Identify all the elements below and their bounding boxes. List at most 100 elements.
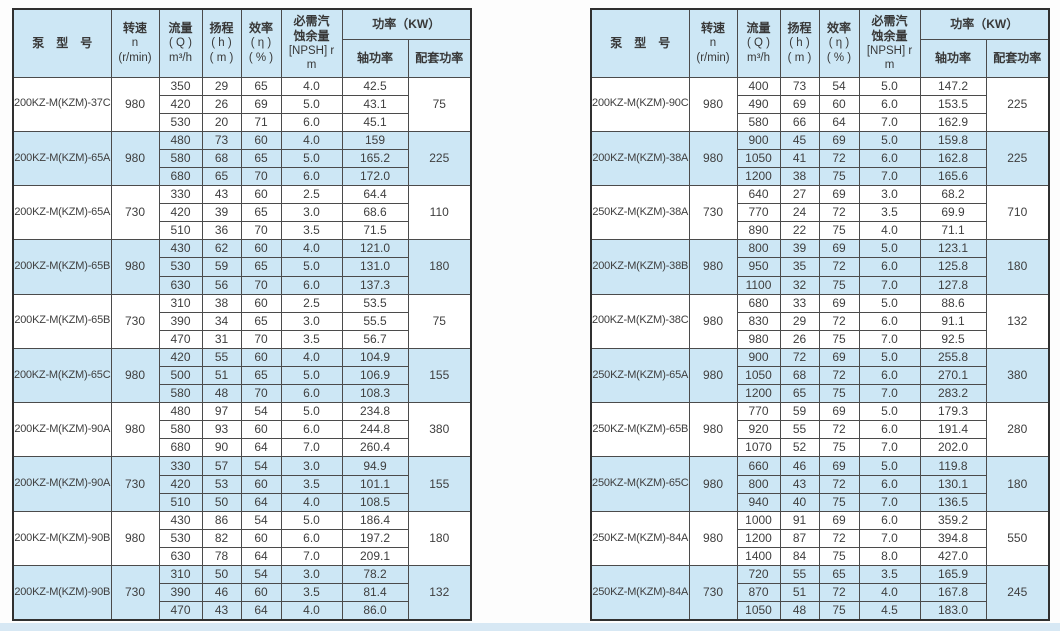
matched-power-cell: 225 (985, 76, 1050, 132)
shaft-power-cell: 159 (341, 130, 409, 150)
head-cell: 91 (779, 510, 820, 530)
efficiency-cell: 54 (240, 402, 282, 422)
flow-cell: 1000 (736, 510, 781, 530)
pump-spec-row: 390 34 65 3.0 55.5 (13, 311, 471, 331)
head-cell: 57 (201, 456, 242, 476)
model-cell: 200KZ-M(KZM)-37C (12, 76, 112, 132)
npsh-cell: 6.0 (280, 528, 343, 548)
flow-cell: 660 (736, 456, 781, 476)
flow-cell: 830 (736, 311, 781, 331)
flow-cell: 890 (736, 221, 781, 241)
shaft-power-cell: 130.1 (919, 474, 987, 494)
npsh-cell: 3.5 (280, 329, 343, 349)
efficiency-cell: 60 (818, 94, 860, 114)
flow-cell: 1100 (736, 275, 781, 295)
speed-cell: 730 (110, 293, 160, 349)
head-cell: 39 (201, 203, 242, 223)
efficiency-cell: 69 (240, 94, 282, 114)
shaft-power-cell: 45.1 (341, 112, 409, 132)
shaft-power-cell: 153.5 (919, 94, 987, 114)
npsh-cell: 6.0 (280, 275, 343, 295)
shaft-power-cell: 91.1 (919, 311, 987, 331)
pump-spec-row: 580 48 70 6.0 108.3 (13, 384, 471, 404)
shaft-power-cell: 167.8 (919, 583, 987, 603)
pump-spec-row: 830 29 72 6.0 91.1 (591, 311, 1049, 331)
shaft-power-cell: 64.4 (341, 185, 409, 205)
head-cell: 24 (779, 203, 820, 223)
pump-spec-row: 1050 48 75 4.5 183.0 (591, 601, 1049, 621)
efficiency-cell: 72 (818, 257, 860, 277)
flow-cell: 310 (158, 293, 203, 313)
matched-power-cell: 110 (407, 185, 472, 241)
efficiency-cell: 64 (240, 601, 282, 621)
shaft-power-cell: 165.6 (919, 166, 987, 187)
speed-cell: 980 (688, 293, 738, 349)
col-header-head: 扬程 ( h ) ( m ) (779, 8, 820, 78)
col-header-matched-power: 配套功率 (407, 38, 472, 78)
efficiency-cell: 72 (818, 528, 860, 548)
col-header-shaft-power: 轴功率 (341, 38, 409, 78)
efficiency-cell: 64 (240, 492, 282, 512)
pump-spec-row: 510 50 64 4.0 108.5 (13, 492, 471, 512)
col-header-model: 泵 型 号 (12, 8, 112, 78)
efficiency-cell: 70 (240, 166, 282, 187)
efficiency-cell: 65 (240, 365, 282, 386)
pump-spec-row: 470 43 64 4.0 86.0 (13, 601, 471, 621)
flow-cell: 680 (158, 438, 203, 458)
efficiency-cell: 72 (818, 583, 860, 603)
efficiency-cell: 72 (818, 365, 860, 386)
table-header-right: 泵 型 号 转速 n (r/min) 流量 ( Q ) m³/h 扬程 ( h … (590, 8, 1050, 78)
pump-spec-row: 1200 87 72 7.0 394.8 (591, 528, 1049, 548)
npsh-cell: 8.0 (858, 546, 921, 567)
pump-spec-row: 200KZ-M(KZM)-90A 730 330 57 54 3.0 94.9 155 (12, 456, 472, 512)
pump-spec-row: 1070 52 75 7.0 202.0 (591, 438, 1049, 458)
npsh-cell: 4.5 (858, 601, 921, 621)
shaft-power-cell: 94.9 (341, 456, 409, 476)
pump-spec-row: 490 69 60 6.0 153.5 (591, 94, 1049, 114)
efficiency-cell: 60 (240, 528, 282, 548)
matched-power-cell: 710 (985, 185, 1050, 241)
head-cell: 84 (779, 546, 820, 567)
shaft-power-cell: 92.5 (919, 329, 987, 349)
speed-cell: 730 (110, 185, 160, 241)
pump-spec-row: 950 35 72 6.0 125.8 (591, 257, 1049, 277)
pump-spec-row: 1050 68 72 6.0 270.1 (591, 365, 1049, 386)
model-cell: 250KZ-M(KZM)-84A (590, 565, 690, 621)
efficiency-cell: 65 (240, 257, 282, 277)
npsh-cell: 3.0 (280, 203, 343, 223)
shaft-power-cell: 147.2 (919, 76, 987, 96)
shaft-power-cell: 394.8 (919, 528, 987, 548)
npsh-cell: 5.0 (280, 148, 343, 168)
speed-cell: 730 (110, 565, 160, 621)
flow-cell: 390 (158, 311, 203, 331)
npsh-cell: 6.0 (280, 112, 343, 132)
head-cell: 50 (201, 565, 242, 585)
speed-cell: 980 (688, 402, 738, 458)
matched-power-cell: 380 (407, 402, 472, 458)
table-body-right: 200KZ-M(KZM)-90C 980 400 73 54 5.0 147.2 225 490… (590, 76, 1050, 621)
shaft-power-cell: 136.5 (919, 492, 987, 512)
model-cell: 250KZ-M(KZM)-65A (590, 347, 690, 404)
flow-cell: 770 (736, 203, 781, 223)
shaft-power-cell: 359.2 (919, 510, 987, 530)
matched-power-cell: 180 (407, 239, 472, 295)
matched-power-cell: 132 (985, 293, 1050, 349)
flow-cell: 330 (158, 456, 203, 476)
npsh-cell: 4.0 (858, 583, 921, 603)
efficiency-cell: 69 (818, 239, 860, 259)
npsh-cell: 5.0 (858, 347, 921, 368)
matched-power-cell: 380 (985, 347, 1050, 404)
shaft-power-cell: 179.3 (919, 402, 987, 422)
pump-spec-row: 870 51 72 4.0 167.8 (591, 583, 1049, 603)
efficiency-cell: 70 (240, 275, 282, 295)
npsh-cell: 4.0 (280, 239, 343, 259)
efficiency-cell: 69 (818, 510, 860, 530)
shaft-power-cell: 162.8 (919, 148, 987, 168)
model-cell: 200KZ-M(KZM)-65B (12, 293, 112, 349)
efficiency-cell: 70 (240, 384, 282, 404)
pump-spec-row: 1200 38 75 7.0 165.6 (591, 166, 1049, 187)
flow-cell: 900 (736, 347, 781, 368)
flow-cell: 940 (736, 492, 781, 512)
pump-spec-row: 580 66 64 7.0 162.9 (591, 112, 1049, 132)
col-header-power-group: 功率（KW） (919, 8, 1050, 40)
